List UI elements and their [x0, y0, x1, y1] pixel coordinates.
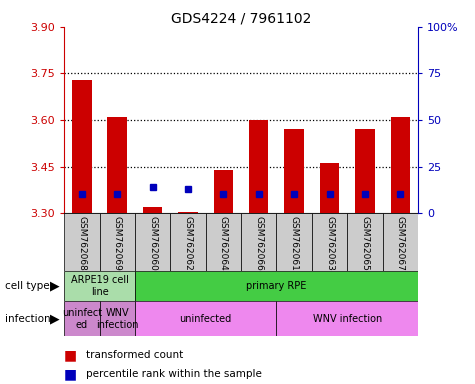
Bar	[64, 301, 100, 336]
Text: GSM762066: GSM762066	[254, 216, 263, 271]
Bar	[276, 301, 418, 336]
Bar	[383, 213, 418, 271]
Text: GSM762061: GSM762061	[290, 216, 299, 271]
Text: primary RPE: primary RPE	[246, 281, 307, 291]
Text: ARPE19 cell
line: ARPE19 cell line	[71, 275, 128, 297]
Text: ▶: ▶	[50, 280, 59, 293]
Bar	[276, 213, 312, 271]
Bar	[100, 301, 135, 336]
Bar	[390, 117, 410, 213]
Text: uninfect
ed: uninfect ed	[62, 308, 102, 329]
Bar	[355, 129, 375, 213]
Bar	[214, 170, 233, 213]
Bar	[135, 213, 171, 271]
Title: GDS4224 / 7961102: GDS4224 / 7961102	[171, 12, 311, 26]
Text: GSM762067: GSM762067	[396, 216, 405, 271]
Bar	[206, 213, 241, 271]
Bar	[241, 213, 276, 271]
Bar	[320, 164, 339, 213]
Text: WNV
infection: WNV infection	[96, 308, 138, 329]
Text: GSM762064: GSM762064	[219, 216, 228, 271]
Text: GSM762062: GSM762062	[183, 216, 192, 271]
Text: GSM762063: GSM762063	[325, 216, 334, 271]
Bar	[64, 213, 100, 271]
Text: infection: infection	[5, 314, 50, 324]
Text: ■: ■	[64, 348, 77, 362]
Text: ■: ■	[64, 367, 77, 381]
Text: GSM762060: GSM762060	[148, 216, 157, 271]
Text: cell type: cell type	[5, 281, 49, 291]
Text: percentile rank within the sample: percentile rank within the sample	[86, 369, 261, 379]
Text: GSM762069: GSM762069	[113, 216, 122, 271]
Bar	[170, 213, 206, 271]
Text: GSM762068: GSM762068	[77, 216, 86, 271]
Bar	[347, 213, 383, 271]
Bar	[285, 129, 304, 213]
Bar	[64, 271, 135, 301]
Bar	[143, 207, 162, 213]
Text: uninfected: uninfected	[180, 314, 232, 324]
Bar	[99, 213, 135, 271]
Bar	[72, 79, 92, 213]
Bar	[107, 117, 127, 213]
Bar	[249, 120, 268, 213]
Text: WNV infection: WNV infection	[313, 314, 382, 324]
Bar	[135, 271, 418, 301]
Bar	[312, 213, 347, 271]
Bar	[178, 212, 198, 213]
Text: transformed count: transformed count	[86, 350, 183, 360]
Text: GSM762065: GSM762065	[361, 216, 370, 271]
Text: ▶: ▶	[50, 312, 59, 325]
Bar	[135, 301, 276, 336]
